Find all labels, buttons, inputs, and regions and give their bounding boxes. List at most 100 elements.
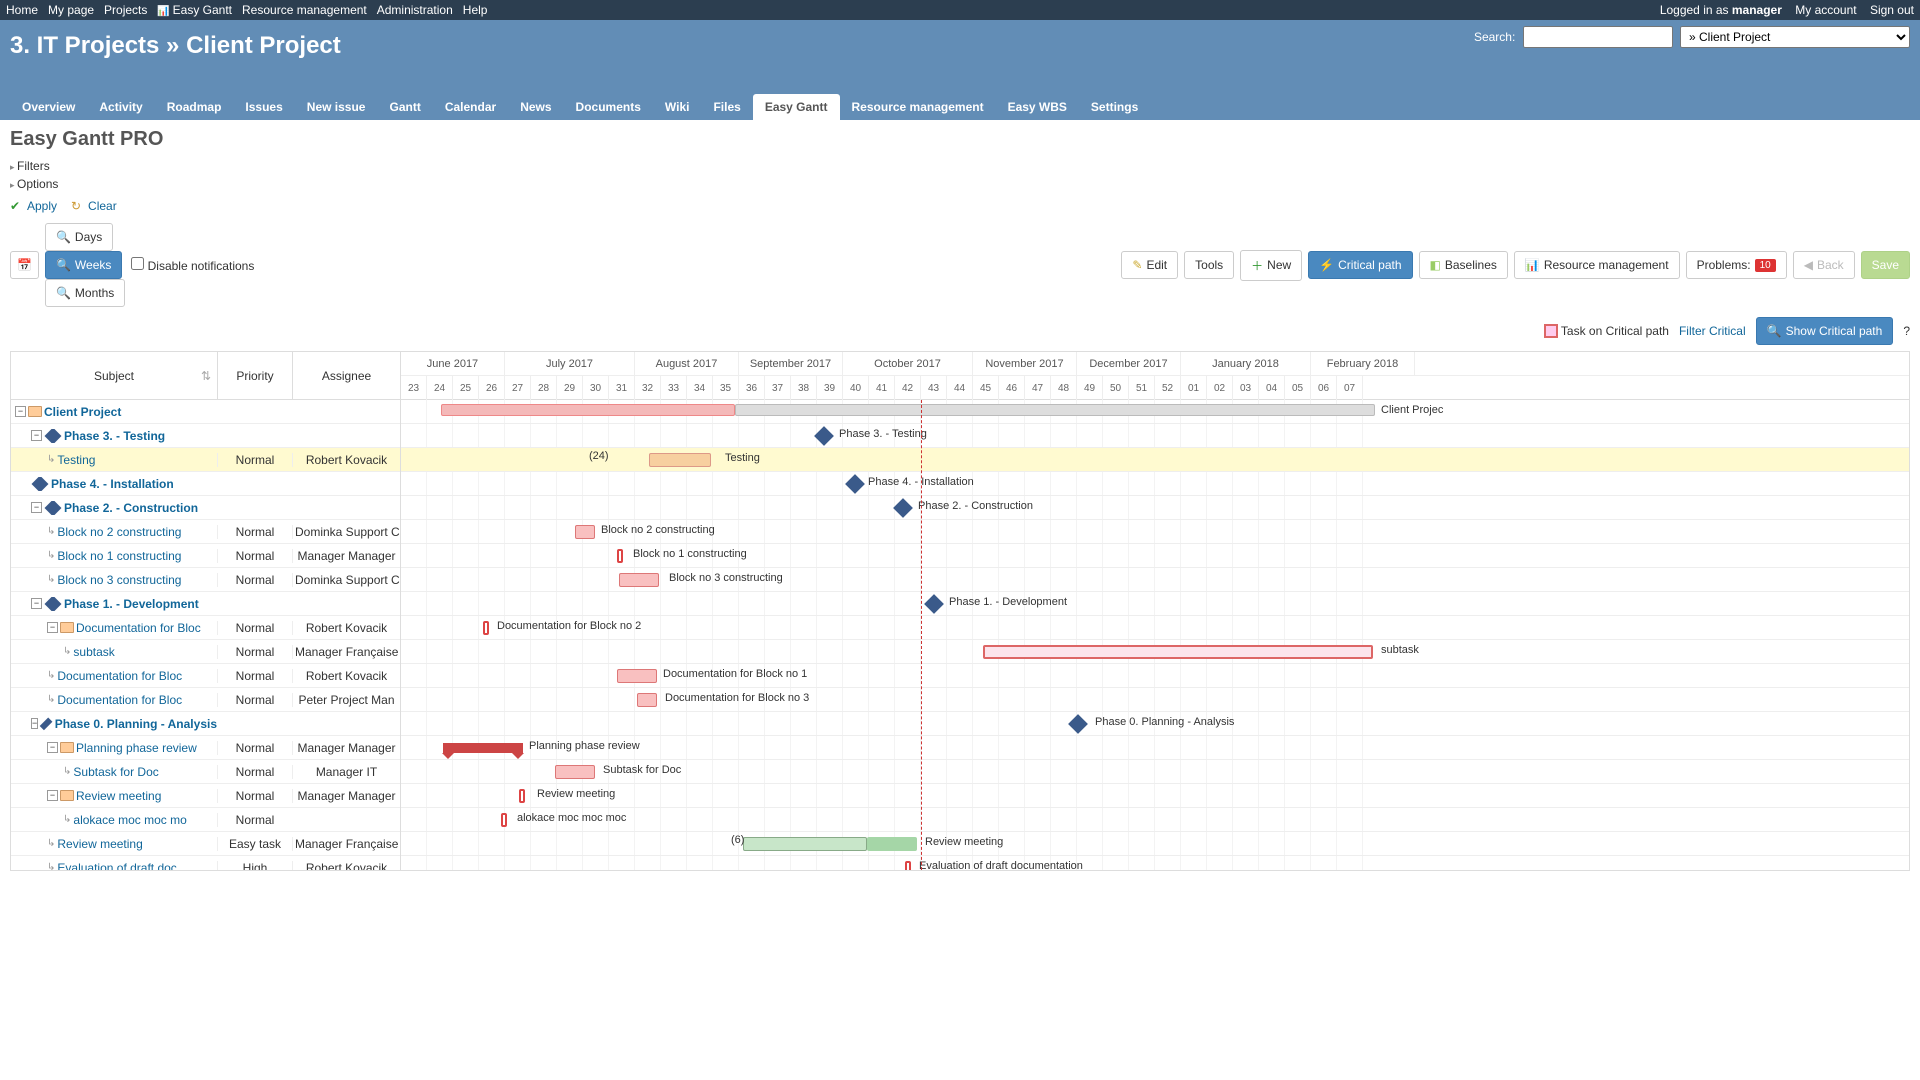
tab-roadmap[interactable]: Roadmap [155, 94, 234, 120]
tab-overview[interactable]: Overview [10, 94, 87, 120]
col-assignee[interactable]: Assignee [292, 352, 400, 399]
milestone-marker[interactable] [845, 474, 865, 494]
tab-gantt[interactable]: Gantt [377, 94, 432, 120]
topmenu-home[interactable]: Home [6, 3, 38, 17]
options-toggle[interactable]: Options [10, 177, 1910, 191]
disable-notifications-checkbox[interactable]: Disable notifications [131, 257, 254, 273]
row-subject[interactable]: Testing [57, 453, 95, 467]
tree-row[interactable]: ↳subtaskNormalManager Française [11, 640, 400, 664]
topmenu-my-page[interactable]: My page [48, 3, 94, 17]
gantt-bar[interactable] [617, 549, 623, 563]
filters-toggle[interactable]: Filters [10, 159, 1910, 173]
topmenu-resource-management[interactable]: Resource management [242, 3, 367, 17]
tree-row[interactable]: −Review meetingNormalManager Manager [11, 784, 400, 808]
tree-row[interactable]: ↳Evaluation of draft docHighRobert Kovac… [11, 856, 400, 870]
expand-icon[interactable]: − [31, 718, 38, 729]
expand-icon[interactable]: − [31, 502, 42, 513]
row-subject[interactable]: Documentation for Bloc [57, 669, 182, 683]
tree-row[interactable]: −Planning phase reviewNormalManager Mana… [11, 736, 400, 760]
topmenu-administration[interactable]: Administration [377, 3, 453, 17]
tree-row[interactable]: ↳Block no 1 constructingNormalManager Ma… [11, 544, 400, 568]
resource-mgmt-button[interactable]: 📊Resource management [1514, 251, 1680, 279]
tree-row[interactable]: ↳Block no 3 constructingNormalDominka Su… [11, 568, 400, 592]
row-subject[interactable]: Documentation for Bloc [57, 693, 182, 707]
tree-row[interactable]: −Documentation for BlocNormalRobert Kova… [11, 616, 400, 640]
expand-icon[interactable]: − [47, 622, 58, 633]
tree-row[interactable]: ↳Documentation for BlocNormalPeter Proje… [11, 688, 400, 712]
row-subject[interactable]: Phase 1. - Development [64, 597, 199, 611]
expand-icon[interactable]: − [31, 430, 42, 441]
tab-settings[interactable]: Settings [1079, 94, 1150, 120]
expand-icon[interactable]: − [31, 598, 42, 609]
milestone-marker[interactable] [893, 498, 913, 518]
gantt-bar[interactable] [483, 621, 489, 635]
gantt-bar[interactable] [983, 645, 1373, 659]
gantt-bar[interactable] [617, 669, 657, 683]
new-button[interactable]: ＋New [1240, 250, 1302, 281]
search-input[interactable] [1523, 26, 1673, 48]
tree-row[interactable]: − Phase 3. - Testing [11, 424, 400, 448]
row-subject[interactable]: Phase 3. - Testing [64, 429, 165, 443]
baselines-button[interactable]: ◧Baselines [1419, 251, 1508, 279]
calendar-button[interactable]: 📅 [10, 251, 39, 279]
row-subject[interactable]: Client Project [44, 405, 121, 419]
milestone-marker[interactable] [1068, 714, 1088, 734]
gantt-bar[interactable] [867, 837, 917, 851]
tree-row[interactable]: ↳TestingNormalRobert Kovacik [11, 448, 400, 472]
tab-easy-gantt[interactable]: Easy Gantt [753, 94, 840, 120]
row-subject[interactable]: Evaluation of draft doc [57, 861, 176, 871]
expand-icon[interactable]: − [15, 406, 26, 417]
expand-icon[interactable]: − [47, 742, 58, 753]
tab-documents[interactable]: Documents [564, 94, 653, 120]
milestone-marker[interactable] [814, 426, 834, 446]
tab-calendar[interactable]: Calendar [433, 94, 508, 120]
critical-path-button[interactable]: ⚡Critical path [1308, 251, 1412, 279]
milestone-marker[interactable] [924, 594, 944, 614]
project-jump-select[interactable]: » Client Project [1680, 26, 1910, 48]
sign-out-link[interactable]: Sign out [1870, 3, 1914, 17]
topmenu-easy-gantt[interactable]: 📊 Easy Gantt [157, 3, 232, 17]
gantt-bar[interactable] [619, 573, 659, 587]
topmenu-help[interactable]: Help [463, 3, 488, 17]
filter-critical-link[interactable]: Filter Critical [1679, 324, 1746, 338]
row-subject[interactable]: Review meeting [76, 789, 161, 803]
gantt-chart-panel[interactable]: June 2017July 2017August 2017September 2… [401, 352, 1909, 870]
tree-row[interactable]: ↳Subtask for DocNormalManager IT [11, 760, 400, 784]
tree-row[interactable]: − Phase 2. - Construction [11, 496, 400, 520]
zoom-weeks[interactable]: 🔍Weeks [45, 251, 122, 279]
row-subject[interactable]: Phase 2. - Construction [64, 501, 198, 515]
gantt-bar[interactable] [743, 837, 867, 851]
tree-row[interactable]: ↳alokace moc moc moNormal [11, 808, 400, 832]
tab-issues[interactable]: Issues [233, 94, 294, 120]
row-subject[interactable]: Block no 1 constructing [57, 549, 181, 563]
gantt-bar[interactable] [441, 404, 735, 416]
back-button[interactable]: ◀Back [1793, 251, 1855, 279]
row-subject[interactable]: subtask [73, 645, 114, 659]
tree-row[interactable]: − Phase 1. - Development [11, 592, 400, 616]
row-subject[interactable]: Planning phase review [76, 741, 197, 755]
tab-new-issue[interactable]: New issue [295, 94, 378, 120]
row-subject[interactable]: alokace moc moc mo [73, 813, 186, 827]
col-subject[interactable]: Subject⇅ [11, 352, 217, 399]
apply-button[interactable]: ✔Apply [10, 199, 57, 213]
gantt-bar[interactable] [443, 743, 523, 753]
clear-button[interactable]: ↻Clear [71, 199, 117, 213]
gantt-bar[interactable] [519, 789, 525, 803]
gantt-bar[interactable] [637, 693, 657, 707]
tree-row[interactable]: Phase 4. - Installation [11, 472, 400, 496]
save-button[interactable]: Save [1861, 251, 1910, 279]
tab-easy-wbs[interactable]: Easy WBS [996, 94, 1079, 120]
tab-files[interactable]: Files [701, 94, 752, 120]
row-subject[interactable]: Documentation for Bloc [76, 621, 201, 635]
gantt-bar[interactable] [555, 765, 595, 779]
help-icon[interactable]: ? [1903, 324, 1910, 338]
tab-wiki[interactable]: Wiki [653, 94, 702, 120]
tab-activity[interactable]: Activity [87, 94, 154, 120]
gantt-bar[interactable] [905, 861, 911, 870]
edit-button[interactable]: ✎Edit [1121, 251, 1178, 279]
tree-row[interactable]: ↳Block no 2 constructingNormalDominka Su… [11, 520, 400, 544]
zoom-months[interactable]: 🔍Months [45, 279, 125, 307]
tree-row[interactable]: ↳Documentation for BlocNormalRobert Kova… [11, 664, 400, 688]
row-subject[interactable]: Subtask for Doc [73, 765, 158, 779]
row-subject[interactable]: Phase 4. - Installation [51, 477, 174, 491]
